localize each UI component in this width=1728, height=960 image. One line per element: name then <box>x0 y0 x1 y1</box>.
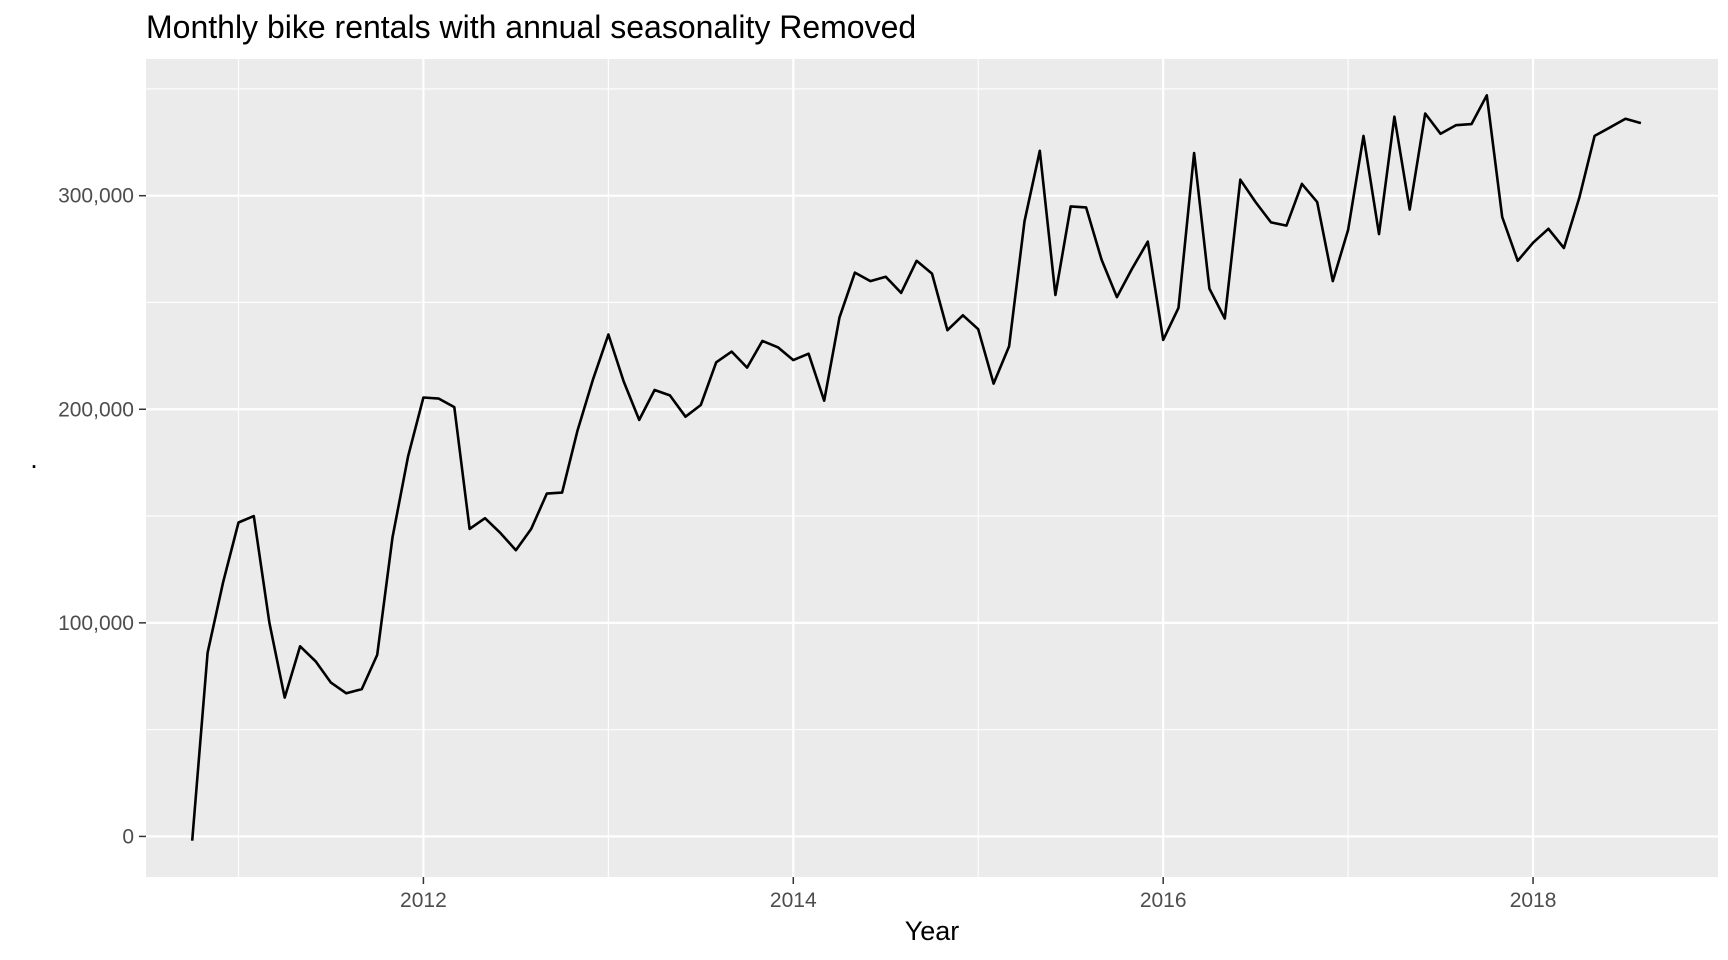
y-tick-label: 100,000 <box>58 612 134 635</box>
x-tick-label: 2012 <box>400 889 447 912</box>
y-tick-label: 300,000 <box>58 185 134 208</box>
y-axis: 0 100,000 200,000 300,000 <box>58 185 146 848</box>
x-axis-title: Year <box>905 916 960 946</box>
x-tick-label: 2014 <box>770 889 817 912</box>
major-gridlines <box>146 59 1718 877</box>
y-tick-label: 200,000 <box>58 398 134 421</box>
plot-panel <box>146 59 1718 877</box>
x-tick-label: 2018 <box>1510 889 1557 912</box>
chart-title: Monthly bike rentals with annual seasona… <box>146 9 916 45</box>
y-tick-label: 0 <box>122 825 134 848</box>
x-axis: 2012 2014 2016 2018 <box>400 877 1556 912</box>
y-axis-title: . <box>30 444 38 474</box>
series-line <box>190 94 1642 841</box>
x-tick-label: 2016 <box>1140 889 1187 912</box>
